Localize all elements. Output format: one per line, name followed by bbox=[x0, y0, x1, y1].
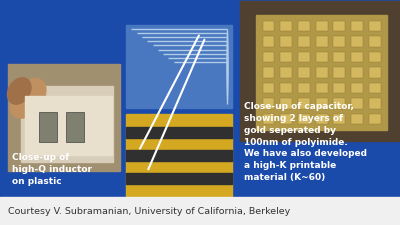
Bar bbox=[316, 37, 328, 47]
Bar bbox=[39, 113, 57, 143]
Bar bbox=[66, 113, 84, 143]
Bar bbox=[351, 37, 363, 47]
Bar bbox=[0, 197, 400, 225]
Bar bbox=[262, 37, 274, 47]
Bar bbox=[369, 83, 381, 94]
Ellipse shape bbox=[8, 79, 31, 105]
Bar bbox=[280, 99, 292, 109]
Bar bbox=[25, 97, 112, 155]
Bar bbox=[262, 53, 274, 63]
Text: Close-up of
high-Q inductor
on plastic: Close-up of high-Q inductor on plastic bbox=[12, 153, 92, 185]
Bar bbox=[280, 37, 292, 47]
Bar bbox=[334, 115, 345, 125]
Bar bbox=[262, 68, 274, 79]
Bar bbox=[351, 53, 363, 63]
Bar bbox=[334, 37, 345, 47]
Bar bbox=[298, 99, 310, 109]
Bar bbox=[126, 26, 232, 108]
Text: Close-up of capacitor,
showing 2 layers of
gold seperated by
100nm of polyimide.: Close-up of capacitor, showing 2 layers … bbox=[244, 102, 367, 181]
Bar bbox=[351, 68, 363, 79]
Bar bbox=[369, 115, 381, 125]
Bar bbox=[369, 68, 381, 79]
Bar bbox=[240, 2, 400, 142]
Bar bbox=[316, 53, 328, 63]
Bar bbox=[351, 115, 363, 125]
Bar bbox=[369, 53, 381, 63]
Bar bbox=[262, 115, 274, 125]
Bar bbox=[280, 22, 292, 32]
Bar bbox=[262, 22, 274, 32]
Bar bbox=[316, 83, 328, 94]
Bar bbox=[369, 99, 381, 109]
Bar bbox=[298, 53, 310, 63]
Bar bbox=[126, 114, 232, 197]
Bar bbox=[334, 22, 345, 32]
Bar bbox=[334, 68, 345, 79]
Bar bbox=[298, 22, 310, 32]
Text: Courtesy V. Subramanian, University of California, Berkeley: Courtesy V. Subramanian, University of C… bbox=[8, 207, 290, 215]
Bar bbox=[298, 83, 310, 94]
Ellipse shape bbox=[10, 79, 46, 119]
Bar bbox=[280, 83, 292, 94]
Bar bbox=[8, 65, 120, 171]
Bar bbox=[334, 53, 345, 63]
Bar bbox=[256, 16, 387, 130]
Bar bbox=[351, 22, 363, 32]
Bar bbox=[316, 68, 328, 79]
Bar bbox=[316, 99, 328, 109]
Bar bbox=[351, 83, 363, 94]
Bar bbox=[280, 68, 292, 79]
Bar bbox=[298, 37, 310, 47]
Bar bbox=[316, 22, 328, 32]
Bar bbox=[369, 22, 381, 32]
Bar bbox=[126, 151, 232, 161]
Bar bbox=[280, 115, 292, 125]
Bar bbox=[334, 83, 345, 94]
Bar bbox=[280, 53, 292, 63]
Bar bbox=[369, 37, 381, 47]
Bar bbox=[126, 127, 232, 138]
Bar bbox=[262, 83, 274, 94]
Bar bbox=[316, 115, 328, 125]
Bar bbox=[351, 99, 363, 109]
Bar bbox=[22, 86, 113, 163]
Bar bbox=[334, 99, 345, 109]
Bar bbox=[298, 115, 310, 125]
Bar bbox=[298, 68, 310, 79]
Bar bbox=[126, 174, 232, 184]
Bar bbox=[262, 99, 274, 109]
